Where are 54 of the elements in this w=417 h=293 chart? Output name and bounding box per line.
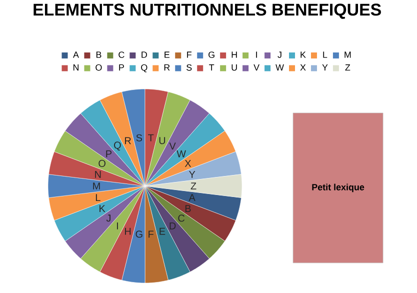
category-label: S <box>136 134 142 142</box>
category-label: N <box>95 170 101 178</box>
category-label: M <box>93 182 100 190</box>
legend-label: D <box>142 52 147 58</box>
category-label: H <box>125 228 131 235</box>
legend-label: L <box>323 52 328 58</box>
category-label: J <box>106 214 110 222</box>
legend-label: Q <box>141 64 148 72</box>
category-label: V <box>169 142 176 150</box>
chart-title: ELEMENTS NUTRITIONNELS BENEFIQUES <box>34 4 381 19</box>
legend-label: E <box>164 52 170 58</box>
slice-label: D <box>170 222 176 230</box>
legend-label: V <box>254 64 260 71</box>
slice-label: Y <box>188 170 196 178</box>
legend-label: N <box>73 64 78 71</box>
category-label: P <box>106 150 112 158</box>
slice-label: A <box>188 194 196 202</box>
slice-label: B <box>185 205 191 212</box>
legend-label: J <box>278 52 282 58</box>
legend-label: R <box>164 64 170 71</box>
legend-label: W <box>276 64 284 71</box>
category-label: R <box>125 137 131 144</box>
legend-label: K <box>300 52 306 58</box>
legend-label: Y <box>322 64 328 71</box>
category-label: W <box>176 150 186 158</box>
legend-label: I <box>256 52 257 58</box>
legend-label: O <box>96 64 102 71</box>
slice-label: E <box>160 228 166 235</box>
text: Petit lexique <box>312 184 364 192</box>
legend-label: B <box>96 52 102 58</box>
category-label: X <box>184 160 192 167</box>
category-label: G <box>136 230 142 238</box>
slice-label: C <box>178 214 185 222</box>
legend-label: T <box>209 64 214 71</box>
legend-label: S <box>186 64 192 71</box>
legend-label: A <box>73 52 79 58</box>
legend-label: P <box>119 64 124 71</box>
legend-label: F <box>187 52 192 58</box>
legend-label: C <box>118 52 124 58</box>
legend-label: Z <box>345 64 350 71</box>
legend-label: G <box>208 52 214 58</box>
category-label: Q <box>114 142 121 151</box>
category-label: I <box>116 222 118 230</box>
category-label: T <box>148 134 154 142</box>
legend-label: X <box>300 64 306 71</box>
legend-label: U <box>232 64 237 71</box>
legend-label: M <box>344 52 351 58</box>
slice-label: F <box>148 230 154 238</box>
category-label: U <box>159 137 166 144</box>
category-label: K <box>100 205 106 212</box>
slice-label: Z <box>190 182 196 190</box>
slice-label: O <box>98 160 106 167</box>
slice-label: L <box>96 194 100 202</box>
legend-label: H <box>232 52 237 58</box>
